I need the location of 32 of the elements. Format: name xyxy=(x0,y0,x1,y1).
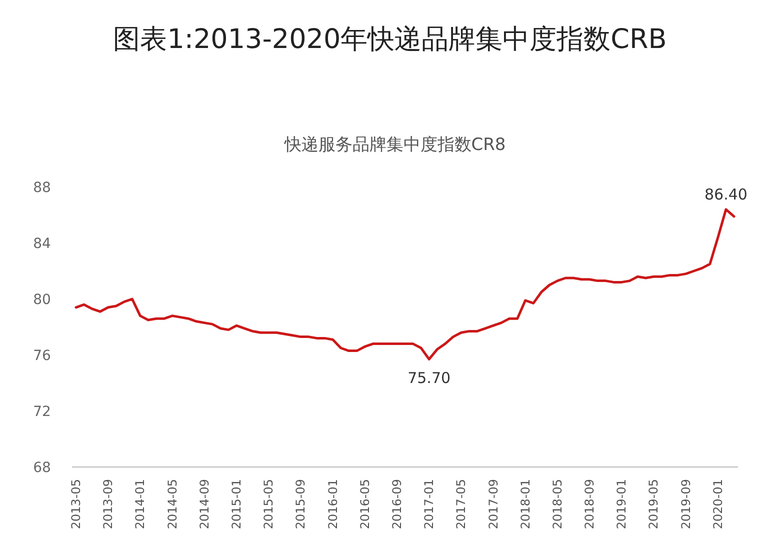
y-tick-label: 68 xyxy=(33,460,51,476)
y-tick-label: 80 xyxy=(33,292,51,308)
y-tick-label: 76 xyxy=(33,348,51,364)
x-tick-label: 2016-05 xyxy=(358,479,372,530)
x-tick-label: 2017-01 xyxy=(422,479,436,530)
x-tick-label: 2020-01 xyxy=(710,479,725,530)
x-tick-label: 2016-09 xyxy=(390,479,404,530)
y-tick-label: 84 xyxy=(33,236,51,252)
data-label: 86.40 xyxy=(704,185,748,204)
x-tick-label: 2013-09 xyxy=(101,479,116,530)
x-tick-label: 2016-01 xyxy=(326,479,340,530)
y-tick-label: 72 xyxy=(33,404,51,420)
x-tick-label: 2019-05 xyxy=(646,479,661,530)
x-tick-label: 2019-09 xyxy=(678,479,693,530)
x-tick-label: 2015-05 xyxy=(262,479,276,530)
data-label: 75.70 xyxy=(408,369,451,388)
x-tick-label: 2018-05 xyxy=(550,479,564,530)
x-tick-label: 2014-09 xyxy=(197,479,212,530)
x-tick-label: 2018-09 xyxy=(582,479,597,530)
x-tick-label: 2014-01 xyxy=(133,479,148,530)
x-tick-label: 2019-01 xyxy=(614,479,629,530)
x-tick-label: 2013-05 xyxy=(69,479,84,530)
x-tick-label: 2018-01 xyxy=(518,479,532,530)
x-tick-label: 2017-09 xyxy=(486,479,500,530)
chart-subtitle: 快递服务品牌集中度指数CR8 xyxy=(283,135,506,155)
y-tick-label: 88 xyxy=(33,180,51,196)
x-tick-label: 2015-01 xyxy=(229,479,244,530)
chart-title: 图表1:2013-2020年快递品牌集中度指数CRB xyxy=(113,24,667,55)
x-tick-label: 2014-05 xyxy=(165,479,180,530)
x-tick-label: 2015-09 xyxy=(294,479,308,530)
x-tick-label: 2017-05 xyxy=(454,479,468,530)
line-series xyxy=(74,208,736,360)
